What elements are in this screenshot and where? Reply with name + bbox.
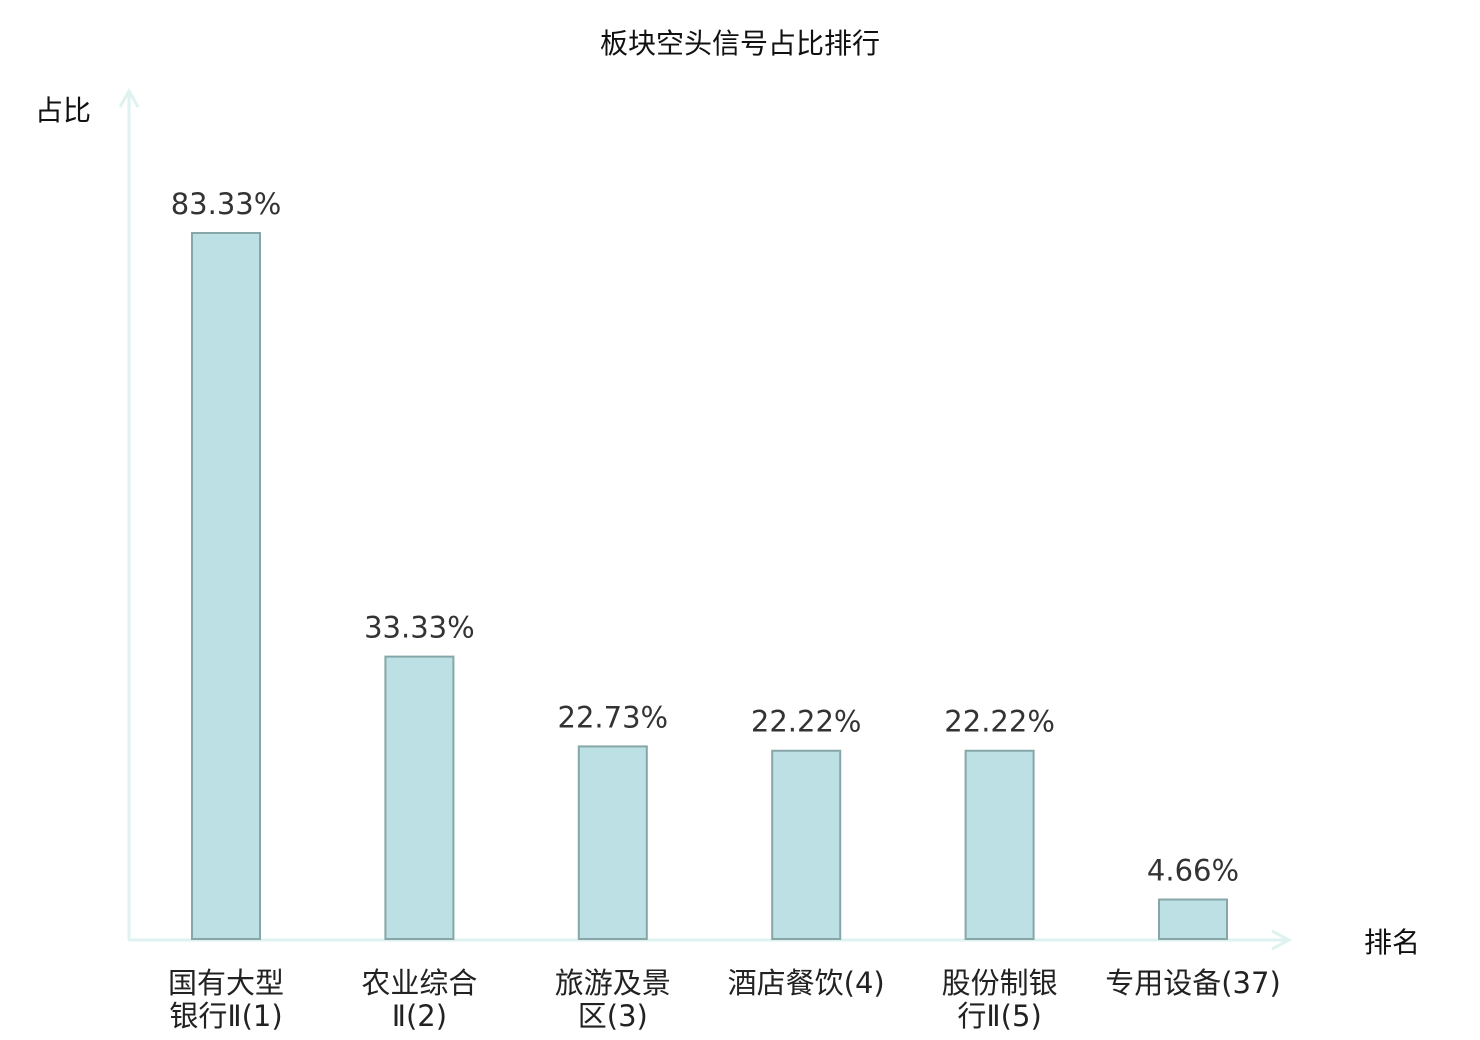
x-tick-label: 专用设备(37) <box>1105 966 1281 1000</box>
data-label: 22.22% <box>751 705 862 739</box>
bar <box>1158 898 1228 941</box>
bar <box>771 749 842 940</box>
x-tick-label: 股份制银 <box>942 966 1058 1000</box>
data-label: 22.73% <box>558 700 669 734</box>
data-label: 83.33% <box>171 187 282 221</box>
data-label: 22.22% <box>944 705 1055 739</box>
x-tick-label: 旅游及景 <box>555 966 671 1000</box>
x-tick-label: 银行Ⅱ(1) <box>169 999 282 1033</box>
x-tick-label: 国有大型 <box>168 966 284 1000</box>
x-tick-label: 区(3) <box>578 999 648 1033</box>
x-tick-label: 农业综合 <box>361 966 477 1000</box>
x-tick-label: 行Ⅱ(5) <box>957 999 1041 1033</box>
bar <box>191 232 261 940</box>
bar <box>964 749 1035 940</box>
data-label: 33.33% <box>364 611 475 645</box>
bar <box>577 745 648 941</box>
y-axis-arrow <box>118 87 140 108</box>
y-axis-label: 占比 <box>35 94 91 127</box>
x-tick-label: 酒店餐饮(4) <box>728 966 885 1000</box>
x-axis-arrow <box>1271 929 1293 951</box>
chart-title: 板块空头信号占比排行 <box>600 27 880 60</box>
bar <box>384 655 455 940</box>
x-axis-label: 排名 <box>1364 926 1420 959</box>
x-tick-label: Ⅱ(2) <box>392 999 447 1033</box>
data-label: 4.66% <box>1147 854 1239 888</box>
